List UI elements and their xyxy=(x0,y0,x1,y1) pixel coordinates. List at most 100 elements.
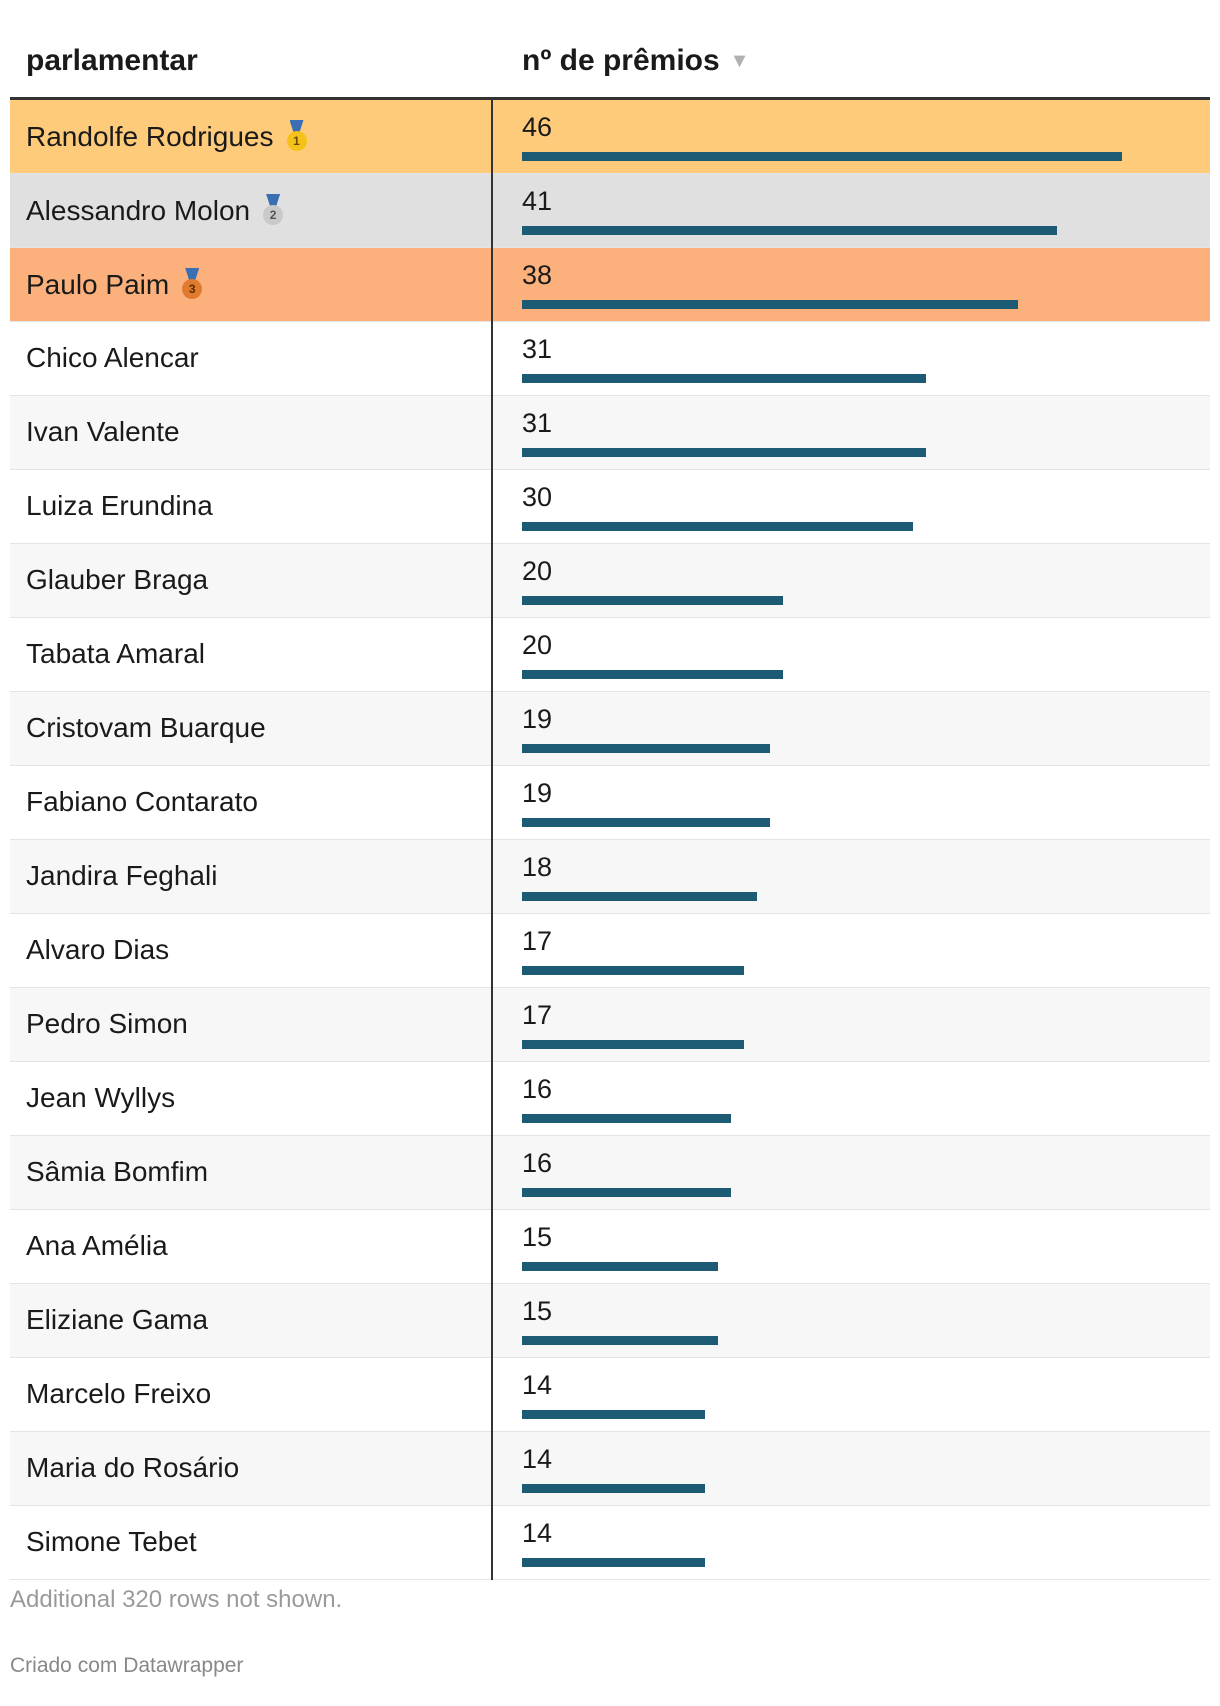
column-divider xyxy=(491,1506,493,1580)
table-header: parlamentar nº de prêmios ▼ xyxy=(10,0,1210,100)
parlamentar-name: Alessandro Molon xyxy=(26,195,251,226)
column-divider xyxy=(491,1432,493,1506)
table-row: Alvaro Dias 17 xyxy=(10,914,1210,988)
column-divider xyxy=(491,322,493,396)
column-divider xyxy=(491,248,493,322)
premios-value-label: 15 xyxy=(522,1222,553,1252)
premios-value-label: 20 xyxy=(522,556,553,586)
table-row: Paulo Paim 3 38 xyxy=(10,248,1210,322)
table-row: Simone Tebet 14 xyxy=(10,1506,1210,1580)
premios-bar xyxy=(522,1558,705,1567)
column-header-parlamentar[interactable]: parlamentar xyxy=(26,44,198,77)
column-divider xyxy=(491,988,493,1062)
table-row: Pedro Simon 17 xyxy=(10,988,1210,1062)
premios-bar xyxy=(522,818,770,827)
parlamentar-cell: Randolfe Rodrigues 1 xyxy=(26,120,308,153)
table-row: Jandira Feghali 18 xyxy=(10,840,1210,914)
premios-value-label: 17 xyxy=(522,1000,553,1030)
column-divider xyxy=(491,766,493,840)
premios-value-label: 16 xyxy=(522,1148,553,1178)
table-row: Marcelo Freixo 14 xyxy=(10,1358,1210,1432)
parlamentar-name: Paulo Paim xyxy=(26,269,170,300)
premios-bar xyxy=(522,1040,744,1049)
column-divider xyxy=(491,470,493,544)
premios-bar xyxy=(522,1410,705,1419)
table-row: Glauber Braga 20 xyxy=(10,544,1210,618)
premios-bar xyxy=(522,1484,705,1493)
column-divider xyxy=(491,1284,493,1358)
premios-value-label: 14 xyxy=(522,1518,553,1548)
premios-value-label: 14 xyxy=(522,1370,553,1400)
table-row: Alessandro Molon 2 41 xyxy=(10,174,1210,248)
premios-value-label: 46 xyxy=(522,112,553,142)
table-row: Chico Alencar 31 xyxy=(10,322,1210,396)
premios-value-label: 16 xyxy=(522,1074,553,1104)
premios-value-label: 31 xyxy=(522,334,553,364)
table-row: Cristovam Buarque 19 xyxy=(10,692,1210,766)
parlamentar-name: Alvaro Dias xyxy=(26,934,170,965)
table-row: Tabata Amaral 20 xyxy=(10,618,1210,692)
premios-bar xyxy=(522,226,1057,235)
premios-bar xyxy=(522,1114,731,1123)
premios-bar xyxy=(522,1188,731,1197)
table-body: Randolfe Rodrigues 1 46 Alessandro Molon 2 41… xyxy=(10,100,1210,1580)
table-row: Sâmia Bomfim 16 xyxy=(10,1136,1210,1210)
column-divider xyxy=(491,1062,493,1136)
premios-value-label: 30 xyxy=(522,482,553,512)
parlamentar-name: Sâmia Bomfim xyxy=(26,1156,209,1187)
premios-value-label: 19 xyxy=(522,704,553,734)
sort-descending-icon[interactable]: ▼ xyxy=(729,50,750,72)
parlamentar-name: Tabata Amaral xyxy=(26,638,205,669)
column-divider xyxy=(491,840,493,914)
premios-value-label: 31 xyxy=(522,408,553,438)
table-row: Fabiano Contarato 19 xyxy=(10,766,1210,840)
column-divider xyxy=(491,174,493,248)
parlamentar-name: Chico Alencar xyxy=(26,342,199,373)
premios-bar xyxy=(522,1336,718,1345)
premios-value-label: 14 xyxy=(522,1444,553,1474)
parlamentar-name: Marcelo Freixo xyxy=(26,1378,212,1409)
premios-bar xyxy=(522,448,926,457)
parlamentar-cell: Alessandro Molon 2 xyxy=(26,194,284,227)
premios-bar xyxy=(522,300,1018,309)
parlamentar-name: Randolfe Rodrigues xyxy=(26,121,274,152)
table-row: Eliziane Gama 15 xyxy=(10,1284,1210,1358)
premios-bar xyxy=(522,744,770,753)
column-divider xyxy=(491,396,493,470)
column-divider xyxy=(491,544,493,618)
premios-bar xyxy=(522,1262,718,1271)
premios-value-label: 18 xyxy=(522,852,553,882)
silver-medal-icon: 2 xyxy=(262,194,284,226)
column-header-premios[interactable]: nº de prêmios ▼ xyxy=(522,44,749,78)
parlamentar-name: Pedro Simon xyxy=(26,1008,188,1039)
premios-value-label: 15 xyxy=(522,1296,553,1326)
premios-bar xyxy=(522,152,1122,161)
parlamentar-name: Ivan Valente xyxy=(26,416,180,447)
premios-bar xyxy=(522,374,926,383)
table-row: Jean Wyllys 16 xyxy=(10,1062,1210,1136)
credit-link[interactable]: Criado com Datawrapper xyxy=(10,1654,244,1677)
parlamentar-name: Fabiano Contarato xyxy=(26,786,258,817)
premios-bar xyxy=(522,670,783,679)
datawrapper-table: parlamentar nº de prêmios ▼ Randolfe Rodr… xyxy=(10,0,1210,1580)
table-row: Luiza Erundina 30 xyxy=(10,470,1210,544)
parlamentar-cell: Paulo Paim 3 xyxy=(26,268,203,301)
premios-value-label: 20 xyxy=(522,630,553,660)
column-divider xyxy=(491,914,493,988)
premios-value-label: 17 xyxy=(522,926,553,956)
parlamentar-name: Jean Wyllys xyxy=(26,1082,176,1113)
column-divider xyxy=(491,1210,493,1284)
premios-bar xyxy=(522,966,744,975)
parlamentar-name: Jandira Feghali xyxy=(26,860,218,891)
column-divider xyxy=(491,692,493,766)
premios-value-label: 19 xyxy=(522,778,553,808)
parlamentar-name: Ana Amélia xyxy=(26,1230,168,1261)
parlamentar-name: Simone Tebet xyxy=(26,1526,197,1557)
premios-bar xyxy=(522,522,913,531)
gold-medal-icon: 1 xyxy=(286,120,308,152)
parlamentar-name: Maria do Rosário xyxy=(26,1452,240,1483)
parlamentar-name: Luiza Erundina xyxy=(26,490,213,521)
table-row: Maria do Rosário 14 xyxy=(10,1432,1210,1506)
premios-bar xyxy=(522,892,757,901)
table-row: Ivan Valente 31 xyxy=(10,396,1210,470)
